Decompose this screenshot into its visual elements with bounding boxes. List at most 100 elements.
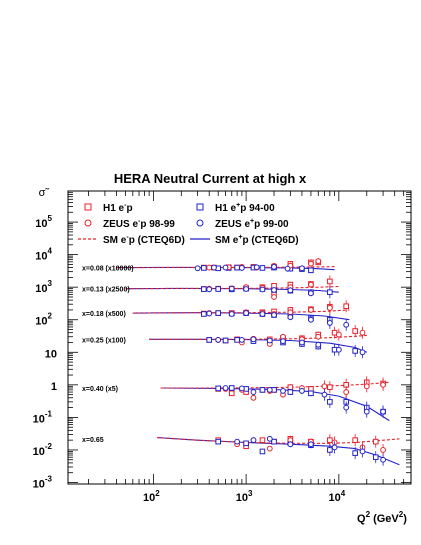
x-tick-label: 103 (236, 489, 253, 504)
zeus-ep-point (331, 444, 338, 451)
zeus-ep-point (266, 337, 273, 344)
zeus-ep-point (238, 337, 245, 343)
h1-em-point (352, 437, 358, 443)
zeus-em-point (308, 260, 314, 267)
legend-label: ZEUS e-p 98-99 (103, 218, 175, 230)
y-tick-label: 1 (51, 381, 57, 393)
h1-ep-point (327, 289, 333, 296)
h1-ep-point (201, 265, 207, 271)
plot-frame (67, 190, 412, 485)
zeus-ep-point (271, 312, 277, 318)
zeus-ep-point (234, 438, 241, 445)
zeus-em-point (363, 383, 370, 390)
bin-label: x=0.65 (82, 437, 104, 444)
h1-ep-point (327, 399, 333, 405)
zeus-em-point (266, 445, 273, 452)
h1-ep-point (201, 286, 207, 292)
sm-em-curve (116, 266, 335, 269)
y-axis-label: σ̃ (39, 187, 50, 199)
zeus-em-point (380, 447, 386, 453)
legend-label: H1 e-p (103, 202, 133, 214)
y-tick-label: 10-2 (33, 442, 53, 458)
bin-labels: x=0.08 (x10000) x=0.13 (x2500) x=0.18 (x50… (82, 266, 134, 444)
zeus-em-point (308, 307, 314, 313)
x-tick-label: 104 (328, 489, 345, 504)
zeus-ep-point (321, 391, 328, 398)
zeus-ep-point (238, 265, 245, 271)
zeus-ep-point (359, 349, 366, 356)
legend-entry: SM e+p (CTEQ6D) (190, 234, 299, 246)
h1-ep-point (259, 387, 266, 393)
zeus-ep-point (284, 265, 291, 272)
h1-ep-point (259, 448, 266, 455)
sm-em-curve (125, 285, 339, 290)
legend-square-marker (84, 203, 92, 211)
legend-label: ZEUS e+p 99-00 (215, 218, 289, 230)
x-axis-label-unit: (GeV (370, 513, 399, 525)
sm-em-curve (157, 437, 400, 444)
x-axis-label-unit-sup: 2 (399, 510, 404, 519)
h1-ep-point (215, 438, 222, 445)
h1-ep-point (206, 337, 213, 343)
x-tick-label: 102 (143, 489, 160, 504)
legend-entry: H1 e+p 94-00 (196, 202, 275, 214)
sm-curves (116, 266, 400, 466)
y-tick-label: 10-3 (33, 475, 53, 491)
sm-ep-curve (132, 312, 350, 321)
legend-entry: ZEUS e+p 99-00 (196, 218, 289, 230)
y-tick-label: 10 (45, 348, 57, 360)
zeus-em-point (308, 281, 314, 288)
zeus-em-point (287, 309, 294, 316)
zeus-ep-point (266, 435, 273, 442)
zeus-ep-point (243, 310, 250, 316)
zeus-ep-point (299, 265, 305, 272)
zeus-em-point (359, 329, 366, 336)
chart-title: HERA Neutral Current at high x (114, 171, 307, 186)
zeus-ep-point (222, 385, 229, 391)
zeus-ep-point (243, 286, 250, 292)
h1-em-point (228, 390, 235, 397)
zeus-em-point (343, 389, 350, 395)
zeus-ep-point (380, 456, 386, 463)
zeus-ep-point (308, 290, 314, 297)
y-tick-label: 103 (35, 279, 52, 295)
zeus-ep-point (215, 337, 222, 343)
zeus-ep-point (228, 311, 235, 317)
zeus-em-point (206, 264, 213, 271)
zeus-ep-point (335, 346, 342, 353)
x-axis-label: Q2 (GeV2) (357, 510, 407, 525)
sm-ep-curve (160, 387, 390, 422)
zeus-ep-point (206, 286, 213, 293)
zeus-ep-point (315, 341, 322, 348)
legend-label: SM e-p (CTEQ6D) (103, 234, 185, 246)
h1-ep-point (271, 438, 277, 445)
h1-ep-point (352, 348, 358, 354)
y-tick-label: 104 (35, 247, 52, 263)
legend-circle-marker (196, 219, 204, 227)
h1-ep-point (215, 310, 222, 316)
zeus-ep-point (271, 287, 277, 293)
zeus-em-point (326, 305, 333, 311)
h1-ep-point (222, 337, 229, 344)
h1-ep-point (308, 390, 314, 397)
zeus-ep-point (238, 385, 245, 392)
zeus-ep-point (222, 264, 229, 271)
h1-ep-point (372, 454, 379, 460)
zeus-em-point (315, 333, 322, 340)
zeus-ep-point (287, 314, 294, 321)
y-tick-label: 10-1 (33, 409, 53, 425)
legend-square-marker (196, 203, 204, 211)
h1-ep-point (352, 450, 358, 456)
zeus-ep-point (206, 310, 213, 317)
h1-ep-point (327, 447, 333, 453)
zeus-em-point (335, 331, 342, 338)
legend: H1 e-p H1 e+p 94-00 ZEUS e-p 98-99 ZEUS e+p… (78, 202, 299, 246)
h1-ep-point (215, 385, 222, 392)
zeus-ep-point (287, 441, 294, 448)
zeus-ep-point (343, 321, 350, 328)
zeus-em-point (380, 381, 386, 388)
h1-em-point (259, 437, 266, 443)
zeus-ep-point (299, 339, 305, 346)
legend-entry: H1 e-p (84, 202, 133, 214)
legend-label: H1 e+p 94-00 (215, 202, 275, 214)
